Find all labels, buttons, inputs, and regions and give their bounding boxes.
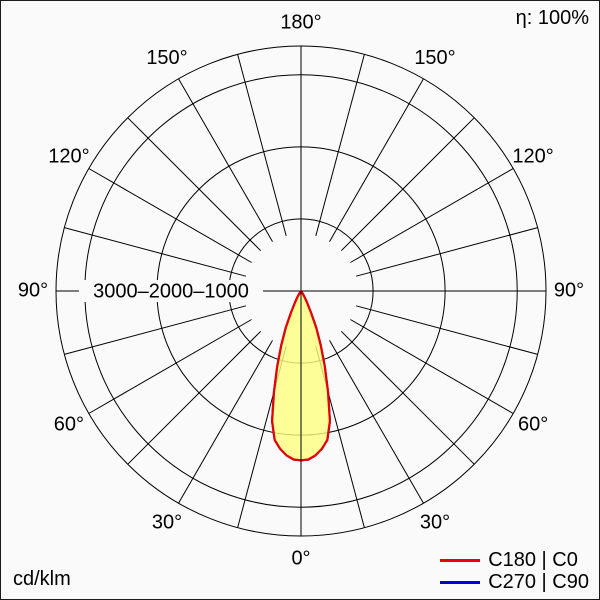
grid-spoke — [127, 117, 262, 252]
angle-label: 90° — [554, 279, 584, 301]
angle-label: 0° — [291, 547, 310, 569]
grid-spoke — [178, 340, 273, 504]
legend: C180 | C0 C270 | C90 — [440, 549, 589, 593]
legend-label-c180-c0: C180 | C0 — [488, 549, 578, 571]
grid-spoke — [340, 117, 475, 252]
angle-label: 150° — [414, 47, 455, 69]
angle-label: 120° — [512, 145, 553, 167]
grid-spoke — [340, 330, 475, 465]
light-output-ratio-label: η: 100% — [515, 7, 589, 29]
grid-spoke — [88, 168, 252, 263]
grid-spoke — [64, 305, 247, 355]
radial-scale-label: 3000–2000–1000 — [93, 280, 249, 302]
legend-item-c180-c0: C180 | C0 — [440, 549, 578, 571]
grid-spoke — [350, 168, 514, 263]
grid-spoke — [329, 340, 424, 504]
unit-label: cd/klm — [13, 568, 71, 590]
angle-label: 90° — [18, 279, 48, 301]
grid-spoke — [350, 319, 514, 414]
angle-label: 120° — [48, 145, 89, 167]
grid-spoke — [178, 78, 273, 242]
grid-spoke — [329, 78, 424, 242]
angle-label: 30° — [152, 511, 182, 533]
legend-line-red — [440, 559, 481, 562]
radial-scale-mask — [79, 280, 263, 302]
grid-spoke — [315, 54, 365, 237]
angle-label: 60° — [518, 413, 548, 435]
legend-item-c270-c90: C270 | C90 — [440, 571, 589, 593]
grid-spoke — [355, 227, 538, 277]
angle-label: 30° — [420, 511, 450, 533]
legend-label-c270-c90: C270 | C90 — [488, 571, 589, 593]
grid-spoke — [64, 227, 247, 277]
grid-spoke — [127, 330, 262, 465]
angle-label: 180° — [280, 11, 321, 33]
angle-label: 150° — [146, 47, 187, 69]
angle-label: 60° — [54, 413, 84, 435]
grid-spoke — [237, 54, 287, 237]
grid-spoke — [355, 305, 538, 355]
legend-line-blue — [440, 581, 481, 584]
grid-spoke — [88, 319, 252, 414]
